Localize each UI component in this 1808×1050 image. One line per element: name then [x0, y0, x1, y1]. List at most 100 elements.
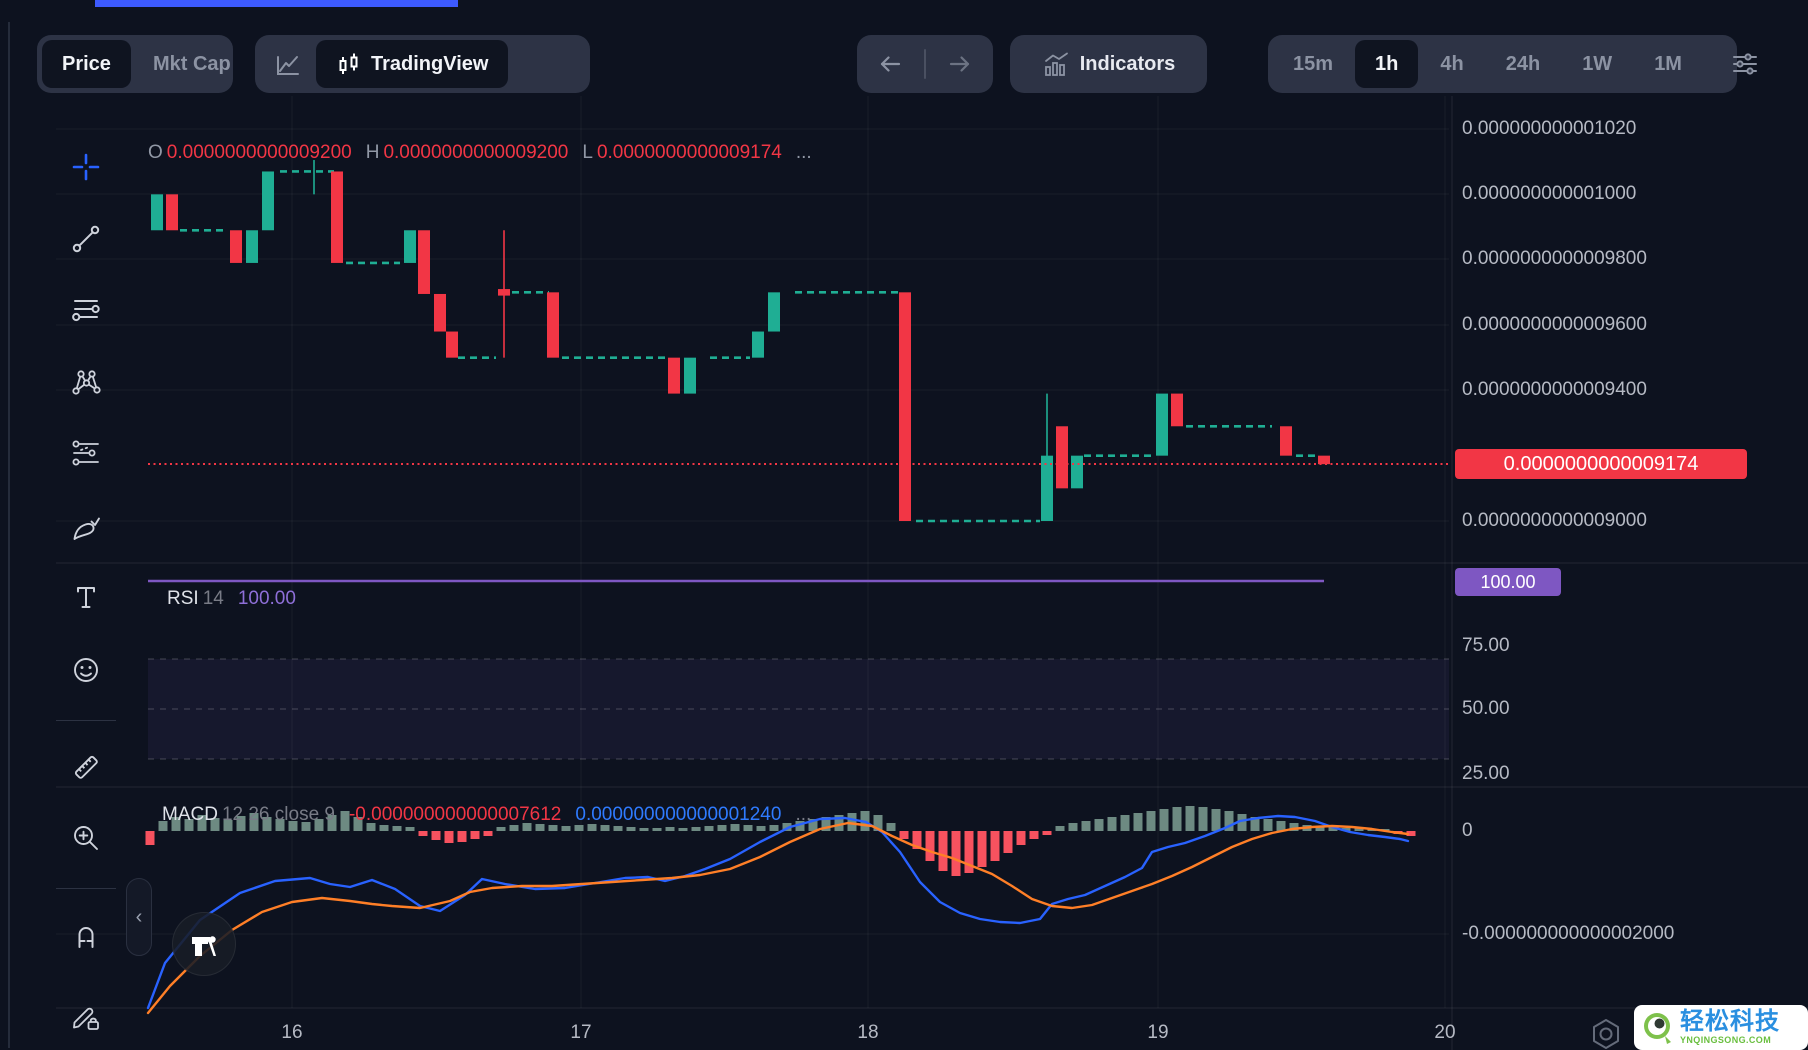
tool-trend-line[interactable]	[64, 217, 108, 261]
trend-line-icon	[72, 225, 100, 253]
high-value: 0.0000000000009200	[383, 142, 569, 163]
pencil-lock-icon	[73, 1007, 99, 1030]
timeframe-4h[interactable]: 4h	[1440, 52, 1464, 75]
text-icon	[77, 587, 95, 608]
settings-gear-button[interactable]	[1588, 1016, 1624, 1050]
chart-type-group: TradingView	[255, 35, 590, 93]
axis-label: 0.0000000000009000	[1462, 510, 1647, 531]
xabcd-pattern-icon	[72, 370, 101, 395]
browser-tab-indicator	[95, 0, 458, 7]
arrow-right-icon	[949, 56, 970, 72]
time-axis-label: 18	[857, 1022, 879, 1043]
timeframe-24h[interactable]: 24h	[1505, 52, 1541, 75]
macd-params: 12 26 close 9	[221, 804, 335, 825]
tool-edit-lock[interactable]	[64, 994, 108, 1038]
tradingview-logo-watermark[interactable]	[172, 912, 236, 976]
rsi-label: RSI	[167, 588, 199, 609]
back-arrow-button[interactable]	[862, 40, 916, 88]
watermark-site: YNQINGSONG.COM	[1680, 1035, 1772, 1045]
timeframe-1h[interactable]: 1h	[1355, 40, 1419, 88]
tradingview-label: TradingView	[371, 52, 489, 75]
axis-label: 25.00	[1462, 763, 1510, 784]
tradingview-logo-icon	[192, 936, 216, 956]
chart-settings-button[interactable]	[1718, 40, 1772, 88]
ohlc-legend: O 0.0000000000009200 H 0.000000000000920…	[148, 142, 812, 164]
axis-label: 75.00	[1462, 635, 1510, 656]
tool-forecast[interactable]	[64, 432, 108, 476]
line-chart-type-button[interactable]	[260, 40, 314, 88]
tool-emoji[interactable]	[64, 648, 108, 692]
forward-arrow-button[interactable]	[934, 40, 988, 88]
macd-value-negative: -0.000000000000007612	[348, 804, 562, 825]
arrow-left-icon	[880, 56, 901, 72]
rsi-legend: RSI 14 100.00	[167, 588, 296, 610]
low-label: L	[582, 142, 593, 163]
sidebar-divider	[56, 720, 116, 721]
candlestick-icon	[339, 53, 358, 74]
ruler-icon	[74, 755, 98, 779]
axis-label: 0.000000000001020	[1462, 118, 1637, 139]
indicators-button[interactable]: Indicators	[1032, 40, 1186, 88]
timeframe-1w[interactable]: 1W	[1582, 52, 1613, 75]
macd-legend: MACD 12 26 close 9 -0.000000000000007612…	[162, 804, 811, 826]
magnet-icon	[78, 927, 94, 948]
time-axis-label: 19	[1147, 1022, 1169, 1043]
window-edge	[8, 22, 10, 1048]
sidebar-divider	[56, 888, 116, 889]
timeframe-1m[interactable]: 1M	[1654, 52, 1682, 75]
time-axis-label: 20	[1434, 1022, 1456, 1043]
nav-arrows-group	[857, 35, 993, 93]
axis-label: 0.0000000000009400	[1462, 379, 1647, 400]
candlestick-chart-type-button[interactable]: TradingView	[316, 40, 509, 88]
axis-label: 0	[1462, 820, 1473, 841]
zoom-in-icon	[74, 826, 98, 850]
tool-fib-retracement[interactable]	[64, 288, 108, 332]
high-label: H	[365, 142, 380, 163]
crosshair-icon	[72, 153, 100, 181]
sidebar-collapse-button[interactable]: ‹	[126, 878, 152, 956]
line-chart-icon	[277, 56, 299, 75]
axis-label: -0.000000000000002000	[1462, 923, 1675, 944]
axis-label: 0.0000000000009800	[1462, 248, 1647, 269]
timeframe-group: 15m 1h 4h 24h 1W 1M	[1268, 35, 1757, 93]
indicators-group: Indicators	[1010, 35, 1207, 93]
site-logo-icon	[1644, 1012, 1671, 1044]
macd-value-positive: 0.000000000000001240	[575, 804, 782, 825]
tool-magnet[interactable]	[64, 914, 108, 958]
tool-ruler[interactable]	[64, 745, 108, 789]
watermark-brand: 轻松科技	[1680, 1008, 1780, 1035]
forecast-icon	[72, 440, 99, 466]
gear-icon	[1593, 1019, 1619, 1049]
site-watermark: 轻松科技 YNQINGSONG.COM	[1634, 1005, 1808, 1050]
tool-crosshair[interactable]	[64, 145, 108, 189]
tool-brush[interactable]	[64, 506, 108, 550]
axis-label: 0.000000000001000	[1462, 183, 1637, 204]
legend-more: ...	[795, 142, 812, 163]
time-axis-label: 17	[570, 1022, 592, 1043]
emoji-icon	[74, 658, 98, 682]
price-toggle-button[interactable]: Price	[42, 40, 131, 88]
brush-icon	[73, 517, 100, 540]
tool-zoom-in[interactable]	[64, 816, 108, 860]
current-price-badge: 0.0000000000009174	[1455, 449, 1747, 479]
sliders-icon	[1732, 53, 1757, 75]
low-value: 0.0000000000009174	[596, 142, 782, 163]
tool-text[interactable]	[64, 575, 108, 619]
fib-retracement-icon	[72, 300, 100, 322]
open-label: O	[148, 142, 163, 163]
timeframe-15m[interactable]: 15m	[1293, 52, 1334, 75]
rsi-period: 14	[202, 588, 224, 609]
price-mktcap-toggle: Price Mkt Cap	[37, 35, 233, 93]
mktcap-toggle-button[interactable]: Mkt Cap	[152, 52, 231, 75]
indicators-label: Indicators	[1079, 52, 1176, 75]
rsi-value-badge: 100.00	[1455, 568, 1561, 596]
tool-xabcd-pattern[interactable]	[64, 360, 108, 404]
macd-label: MACD	[162, 804, 218, 825]
rsi-value: 100.00	[237, 588, 296, 609]
time-axis-label: 16	[281, 1022, 303, 1043]
divider	[924, 49, 926, 79]
open-value: 0.0000000000009200	[166, 142, 352, 163]
axis-label: 0.0000000000009600	[1462, 314, 1647, 335]
